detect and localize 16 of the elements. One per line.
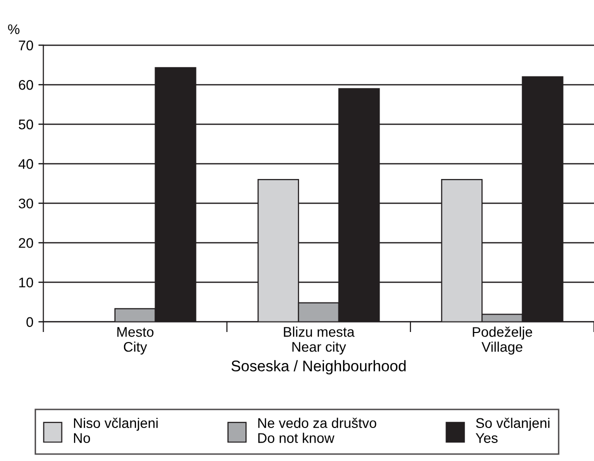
y-tick-label: 30	[18, 198, 34, 208]
y-axis-title: %	[8, 24, 20, 34]
y-tick-label: 70	[18, 40, 34, 50]
x-axis-title: Soseska / Neighbourhood	[231, 360, 406, 374]
legend-label: Niso včlanjeni No	[74, 418, 158, 443]
y-tick-label: 20	[18, 238, 34, 248]
legend-label: Ne vedo za društvo Do not know	[258, 418, 376, 443]
y-tick-label: 10	[19, 278, 34, 288]
y-tick-label: 0	[26, 317, 34, 327]
y-tick-label: 60	[18, 80, 34, 90]
x-tick-label: Mesto City	[117, 327, 154, 355]
x-tick-label: Podeželje Village	[472, 326, 532, 355]
legend-label: So včlanjeni Yes	[476, 418, 550, 443]
y-tick-label: 50	[18, 120, 34, 130]
y-tick-label: 40	[18, 159, 34, 169]
x-tick-label: Blizu mesta Near city	[284, 326, 355, 355]
